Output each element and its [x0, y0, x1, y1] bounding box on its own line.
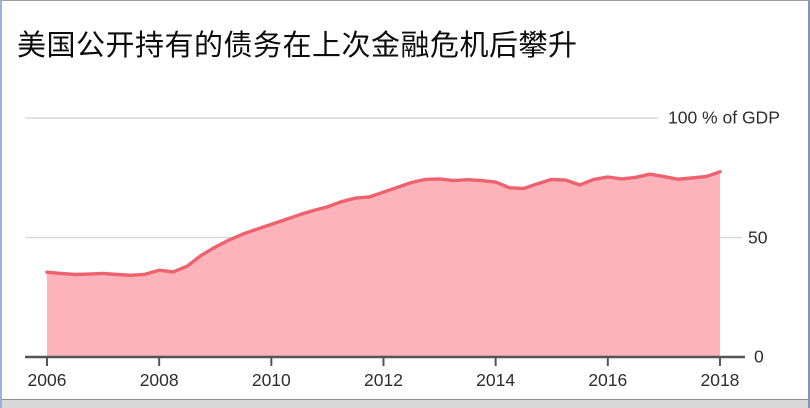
area-series-fill — [47, 171, 720, 357]
x-tick-label-2008: 2008 — [139, 370, 179, 390]
x-tick-label-2012: 2012 — [364, 370, 403, 390]
y-tick-label-0: 0 — [754, 346, 764, 367]
x-tick-label-2014: 2014 — [476, 370, 516, 390]
x-tick-label-2016: 2016 — [588, 370, 628, 390]
y-tick-label-50: 50 — [748, 226, 768, 247]
x-tick-label-2006: 2006 — [27, 370, 67, 390]
bottom-strip — [2, 399, 808, 408]
chart-title: 美国公开持有的债务在上次金融危机后攀升 — [17, 30, 578, 62]
area-series-line — [45, 170, 722, 277]
x-tick-label-2018: 2018 — [700, 370, 740, 390]
y-tick-label-100: 100 % of GDP — [668, 107, 780, 128]
x-tick-label-2010: 2010 — [251, 370, 291, 390]
